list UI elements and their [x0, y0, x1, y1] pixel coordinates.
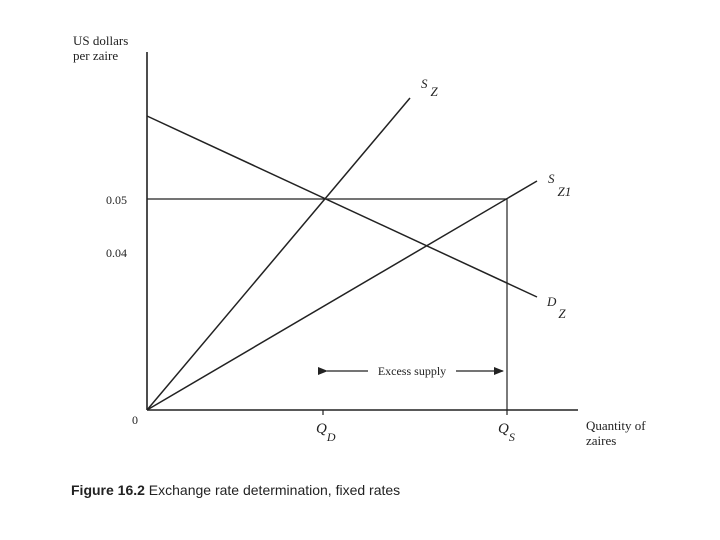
supply-curve-sz — [146, 97, 411, 411]
x-tick-label-qs: QS — [498, 421, 515, 444]
supply-curve-sz1 — [146, 180, 538, 411]
curve-label-dz: DZ — [546, 294, 566, 321]
y-tick-0-05: 0.05 — [106, 193, 127, 207]
curve-label-sz1: SZ1 — [548, 171, 571, 199]
excess-supply-label: Excess supply — [378, 364, 446, 378]
curve-label-sz: SZ — [421, 76, 439, 99]
y-axis-label-line1: US dollars — [73, 33, 128, 48]
figure-caption-label: Figure 16.2 — [71, 482, 145, 498]
y-tick-0-04: 0.04 — [106, 246, 127, 260]
figure-caption: Figure 16.2 Exchange rate determination,… — [71, 482, 400, 498]
figure-caption-text: Exchange rate determination, fixed rates — [145, 482, 400, 498]
y-axis-label-line2: per zaire — [73, 48, 118, 63]
origin-label: 0 — [132, 413, 138, 427]
demand-curve-dz — [146, 115, 538, 298]
x-tick-label-qd: QD — [316, 421, 336, 444]
x-axis-label-line1: Quantity of — [586, 418, 646, 433]
x-axis-label-line2: zaires — [586, 433, 616, 448]
